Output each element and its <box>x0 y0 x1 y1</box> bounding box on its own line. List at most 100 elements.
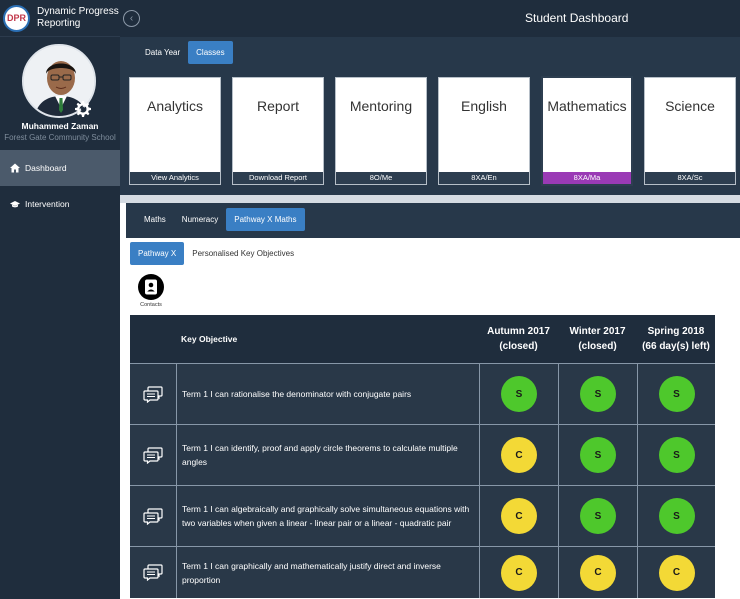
grade-cell: C <box>479 547 558 598</box>
contacts-button[interactable]: Contacts <box>138 274 164 308</box>
card-english[interactable]: English 8XA/En <box>438 77 530 185</box>
grade-badge[interactable]: S <box>658 498 695 534</box>
profile: Muhammed Zaman Forest Gate Community Sch… <box>0 37 120 150</box>
app-name-line2: Reporting <box>37 18 81 29</box>
card-subject: English <box>461 98 507 114</box>
sidebar-item-intervention[interactable]: Intervention <box>0 186 120 222</box>
objectives-table: Key Objective Autumn 2017 (closed) Winter… <box>130 315 715 598</box>
table-body: Term 1 I can rationalise the denominator… <box>130 363 715 598</box>
grade-cell: S <box>558 486 637 546</box>
sidebar-item-label: Dashboard <box>25 163 67 173</box>
grade-badge[interactable]: S <box>580 376 616 412</box>
grade-cell: S <box>558 425 637 485</box>
grade-badge[interactable]: C <box>658 554 695 591</box>
objective-text: Term 1 I can identify, proof and apply c… <box>182 443 458 467</box>
card-subject: Analytics <box>146 98 204 114</box>
comments-icon[interactable] <box>130 364 177 424</box>
app-name: Dynamic Progress Reporting <box>37 6 119 30</box>
term-status: (66 day(s) left) <box>642 341 710 352</box>
grade-cell: C <box>479 425 558 485</box>
comments-icon[interactable] <box>130 425 177 485</box>
avatar <box>22 44 96 118</box>
card-mathematics[interactable]: Mathematics 8XA/Ma <box>541 76 633 186</box>
home-icon <box>10 163 20 173</box>
student-name: Muhammed Zaman <box>21 121 99 131</box>
contacts-icon <box>138 274 164 300</box>
school-name: Forest Gate Community School <box>4 133 116 142</box>
graduation-cap-icon <box>10 201 20 208</box>
sidebar-item-dashboard[interactable]: Dashboard <box>0 150 120 186</box>
column-header-term: Autumn 2017 (closed) <box>479 315 558 363</box>
column-header-term: Winter 2017 (closed) <box>558 315 637 363</box>
table-row: Term 1 I can algebraically and graphical… <box>130 485 715 546</box>
objective-text: Term 1 I can graphically and mathematica… <box>182 560 441 585</box>
objective-text: Term 1 I can algebraically and graphical… <box>182 504 470 528</box>
grade-badge[interactable]: S <box>580 437 616 473</box>
comments-icon[interactable] <box>130 486 177 546</box>
gear-icon[interactable] <box>75 101 91 117</box>
sidebar-item-label: Intervention <box>25 199 70 209</box>
tab-classes[interactable]: Classes <box>188 41 233 64</box>
column-header-objective: Key Objective <box>181 334 238 344</box>
chevron-left-icon[interactable]: ‹ <box>123 10 140 27</box>
grade-badge[interactable]: S <box>501 376 537 412</box>
page-title: Student Dashboard <box>525 11 629 25</box>
comments-icon[interactable] <box>130 547 177 598</box>
card-footer: 8XA/Ma <box>543 172 631 184</box>
card-subject: Mentoring <box>349 98 413 114</box>
table-row: Term 1 I can identify, proof and apply c… <box>130 424 715 485</box>
tab-maths[interactable]: Maths <box>144 215 166 224</box>
card-report[interactable]: Report Download Report <box>232 77 324 185</box>
card-subject: Mathematics <box>547 98 627 114</box>
grade-badge[interactable]: C <box>501 498 537 534</box>
grade-cell: S <box>637 486 715 546</box>
card-subject: Science <box>665 98 715 114</box>
year-tabs: Data Year Classes <box>137 41 233 64</box>
objective-text: Term 1 I can rationalise the denominator… <box>182 389 412 399</box>
brand: DPR Dynamic Progress Reporting <box>0 0 120 37</box>
card-science[interactable]: Science 8XA/Sc <box>644 77 736 185</box>
card-footer[interactable]: Download Report <box>233 172 323 184</box>
card-subject: Report <box>256 98 300 114</box>
class-cards: Analytics View Analytics Report Download… <box>129 76 740 186</box>
term-status: (closed) <box>578 341 617 352</box>
card-footer: 8O/Me <box>336 172 426 184</box>
grade-cell: S <box>558 364 637 424</box>
grade-badge[interactable]: C <box>501 437 537 473</box>
card-analytics[interactable]: Analytics View Analytics <box>129 77 221 185</box>
tab-personalised-key-objectives[interactable]: Personalised Key Objectives <box>192 249 295 258</box>
table-header: Key Objective Autumn 2017 (closed) Winter… <box>130 315 715 363</box>
term-status: (closed) <box>499 341 538 352</box>
grade-cell: C <box>558 547 637 598</box>
term-name: Winter 2017 <box>569 326 626 337</box>
tab-pathway-x-maths[interactable]: Pathway X Maths <box>226 208 305 231</box>
grade-badge[interactable]: S <box>658 376 695 412</box>
card-footer: 8XA/En <box>439 172 529 184</box>
tab-data-year[interactable]: Data Year <box>145 48 181 57</box>
grade-cell: S <box>479 364 558 424</box>
class-area: Data Year Classes Analytics View Analyti… <box>120 37 740 195</box>
term-name: Spring 2018 <box>647 326 705 337</box>
tab-pathway-x[interactable]: Pathway X <box>130 242 185 265</box>
term-name: Autumn 2017 <box>487 326 550 337</box>
grade-cell: S <box>637 364 715 424</box>
grade-badge[interactable]: S <box>658 437 695 473</box>
app-logo[interactable]: DPR <box>3 4 30 32</box>
card-footer[interactable]: View Analytics <box>130 172 220 184</box>
table-row: Term 1 I can graphically and mathematica… <box>130 546 715 598</box>
objectives-panel: Pathway X Personalised Key Objectives Co… <box>126 238 740 599</box>
grade-cell: S <box>637 425 715 485</box>
app-name-line1: Dynamic Progress <box>37 6 119 17</box>
card-mentoring[interactable]: Mentoring 8O/Me <box>335 77 427 185</box>
card-footer: 8XA/Sc <box>645 172 735 184</box>
table-row: Term 1 I can rationalise the denominator… <box>130 363 715 424</box>
contacts-label: Contacts <box>140 302 162 308</box>
sidebar: DPR Dynamic Progress Reporting <box>0 0 120 599</box>
grade-badge[interactable]: S <box>580 498 616 534</box>
tab-numeracy[interactable]: Numeracy <box>181 215 219 224</box>
header: ‹ Student Dashboard <box>120 0 740 37</box>
grade-badge[interactable]: C <box>580 554 616 591</box>
grade-badge[interactable]: C <box>501 554 537 591</box>
column-header-term: Spring 2018 (66 day(s) left) <box>637 315 715 363</box>
maths-tabs: Maths Numeracy Pathway X Maths <box>126 203 740 238</box>
